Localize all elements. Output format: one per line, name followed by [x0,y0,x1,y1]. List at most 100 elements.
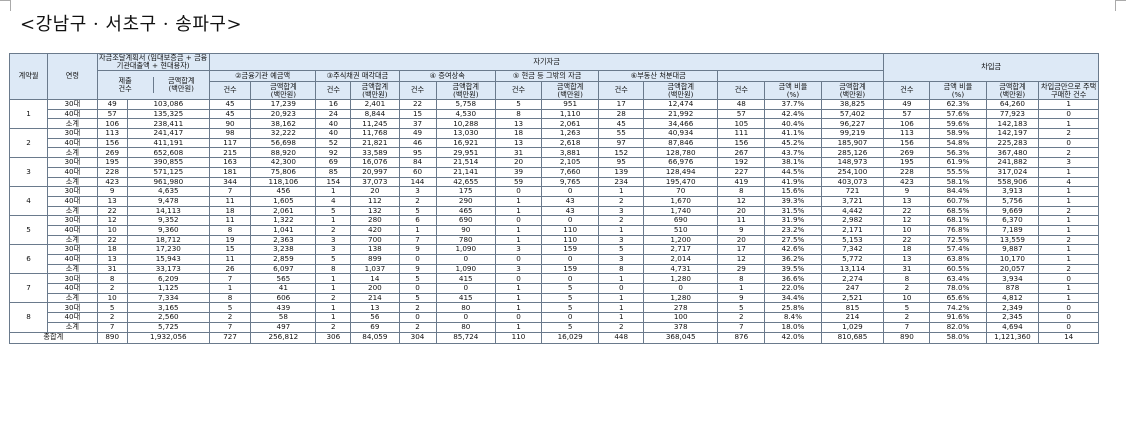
total-value-cell: 727 [208,331,252,344]
value-cell: 61.9% [929,157,987,168]
value-cell: 390,855 [126,157,210,168]
value-cell: 20,923 [250,108,317,120]
value-cell: 8,844 [350,108,400,120]
value-cell: 45.2% [764,137,822,149]
value-cell: 57,402 [820,108,885,120]
value-cell: 22 [398,99,437,110]
value-cell: 52 [315,137,352,149]
value-cell: 11,245 [350,118,400,130]
value-cell: 0 [541,273,600,285]
value-cell: 9 [717,224,766,236]
value-cell: 1 [315,302,352,314]
value-cell: 56 [350,312,400,323]
value-cell: 18,712 [126,234,210,246]
funding-table-container: 계약월 연령 자금조달계획서 (임대보증금 + 금융기관대출액 + 현대용자) … [8,53,1099,419]
table-row: 소계 423 961,980 344 118,106 154 37,073 144 42,655… [10,176,1099,188]
value-cell: 98 [208,128,252,139]
value-cell: 0 [495,312,543,323]
value-cell: 39 [495,166,543,178]
value-cell: 378 [643,321,719,333]
value-cell: 16,921 [435,137,497,149]
value-cell: 3 [315,234,352,246]
header-count: 건수 [315,81,352,100]
total-value-cell: 58.0% [929,331,987,344]
value-cell: 41 [250,283,317,294]
header-funding-plan-sub: 제출 건수 금액합계 (백만원) [96,70,210,100]
value-cell: 58.9% [929,128,987,139]
value-cell: 148,973 [820,157,885,168]
value-cell: 2 [398,195,437,207]
header-contract-month: 계약월 [8,53,49,100]
value-cell: 142,197 [985,128,1040,139]
table-row: 40대 156 411,191 117 56,698 52 21,821 46 16,921 13… [10,137,1099,149]
value-cell: 22 [883,234,931,246]
value-cell: 11 [208,215,252,226]
value-cell: 7 [208,273,252,285]
value-cell: 31 [883,263,931,275]
table-row: 5 30대 12 9,352 11 1,322 1 280 6 690 0 0 2 690 11 31.9% 2… [8,215,1099,246]
header-stock-sale: ③주식채권 매각대금 [315,70,400,82]
value-cell: 411,191 [126,137,210,149]
value-cell: 100 [643,312,719,323]
value-cell: 3 [495,263,543,275]
value-cell: 14 [350,273,400,285]
value-cell: 11,768 [350,128,400,139]
value-cell: 5,772 [820,254,885,265]
value-cell: 58.1% [929,176,987,188]
value-cell: 415 [435,292,497,304]
value-cell: 37 [398,118,437,130]
value-cell: 66,976 [643,157,719,168]
value-cell: 138 [350,244,400,255]
value-cell: 2,349 [985,302,1040,314]
header-cash: ⑤ 현금 등 그밖의 자금 [495,70,600,82]
value-cell: 38.1% [764,157,822,168]
table-row: 소계 269 652,608 215 88,920 92 33,589 95 29,951 31 3… [10,147,1099,159]
value-cell: 2,717 [643,244,719,255]
value-cell: 5 [541,321,600,333]
month-cell: 1 [8,98,49,130]
value-cell: 690 [643,215,719,226]
total-value-cell: 110 [495,331,543,344]
value-cell: 175 [435,186,497,197]
value-cell: 7,342 [820,244,885,255]
value-cell: 1 [315,186,352,197]
value-cell: 43 [541,195,600,207]
value-cell: 403,073 [820,176,885,188]
value-cell: 565 [250,273,317,285]
value-cell: 1 [315,312,352,323]
value-cell: 2,560 [126,312,210,323]
value-cell: 13 [96,195,128,207]
value-cell: 17 [717,244,766,255]
value-cell: 2 [1038,205,1099,217]
page-title: <강남구 · 서초구 · 송파구> [20,14,243,35]
value-cell: 11 [208,254,252,265]
value-cell: 17 [598,99,645,110]
value-cell: 8 [208,224,252,236]
value-cell: 41.9% [764,176,822,188]
value-cell: 20,057 [985,263,1040,275]
value-cell: 57 [883,108,931,120]
header-self-subtotal [717,70,885,82]
value-cell: 12 [717,254,766,265]
value-cell: 159 [541,244,600,255]
value-cell: 26 [208,263,252,275]
value-cell: 0 [1038,321,1099,333]
value-cell: 22 [883,205,931,217]
value-cell: 241,417 [126,128,210,139]
value-cell: 0 [1038,137,1099,149]
value-cell: 64,260 [985,99,1040,110]
value-cell: 951 [541,99,600,110]
header-bank-deposit: ②금융기관 예금액 [208,70,317,82]
value-cell: 2 [398,321,437,333]
value-cell: 31 [495,147,543,159]
page-corner-marker-left [0,0,11,11]
value-cell: 16,076 [350,157,400,168]
value-cell: 34,466 [643,118,719,130]
value-cell: 1,090 [435,244,497,255]
value-cell: 4,731 [643,263,719,275]
value-cell: 142,183 [985,118,1040,130]
value-cell: 13 [350,302,400,314]
value-cell: 0 [541,254,600,265]
value-cell: 3,165 [126,302,210,314]
value-cell: 1 [495,234,543,246]
